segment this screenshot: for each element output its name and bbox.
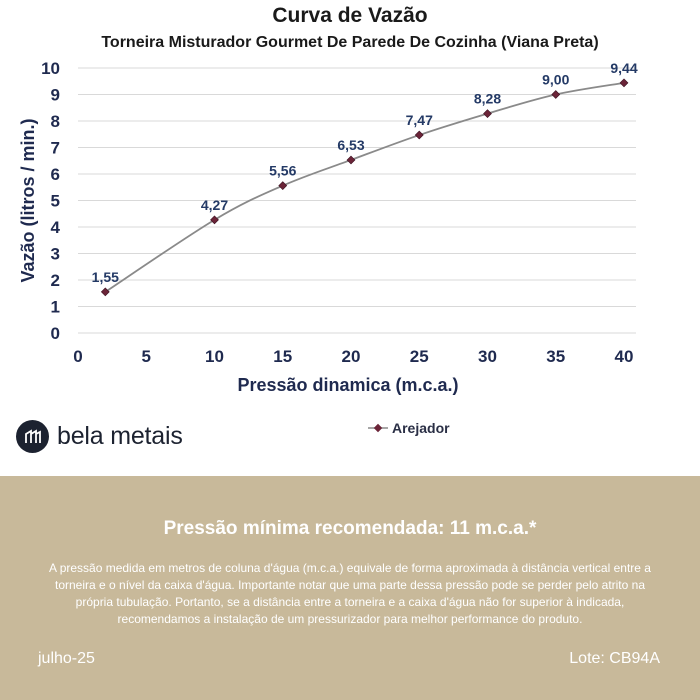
brand-logo: bela metais [16, 420, 183, 453]
data-point [483, 109, 492, 118]
min-pressure-heading: Pressão mínima recomendada: 11 m.c.a.* [163, 518, 537, 539]
y-tick-label: 3 [51, 245, 60, 264]
data-label: 1,55 [92, 269, 119, 285]
footer-date: julho-25 [38, 650, 95, 667]
bm-logo-icon [16, 420, 49, 453]
chart-area: Curva de Vazão Torneira Misturador Gourm… [16, 4, 638, 453]
y-tick-label: 5 [51, 192, 60, 211]
x-tick-label: 5 [142, 347, 151, 366]
chart-legend: Arejador [368, 418, 450, 438]
data-point [414, 130, 424, 140]
y-tick-label: 6 [51, 165, 60, 184]
x-tick-label: 40 [615, 347, 634, 366]
x-tick-label: 25 [410, 347, 429, 366]
chart-title: Curva de Vazão [272, 4, 428, 27]
pressure-explanation: A pressão medida em metros de coluna d'á… [49, 561, 651, 626]
y-tick-label: 10 [41, 59, 60, 78]
data-label: 6,53 [337, 137, 364, 153]
data-point [278, 181, 288, 191]
legend-label: Arejador [392, 420, 450, 436]
y-tick-label: 7 [51, 139, 60, 158]
x-tick-label: 30 [478, 347, 497, 366]
x-tick-label: 20 [342, 347, 361, 366]
data-label: 9,44 [610, 60, 637, 76]
data-point [100, 287, 110, 297]
x-tick-label: 35 [546, 347, 565, 366]
footer-lot: Lote: CB94A [569, 650, 660, 667]
flow-chart: 0 1 2 3 4 5 6 7 8 9 10 0 5 10 15 20 25 30 35 40 Pressão dina… [18, 59, 638, 395]
chart-subtitle: Torneira Misturador Gourmet De Parede De… [101, 34, 599, 51]
legend-marker-icon [368, 423, 388, 433]
info-panel: Pressão mínima recomendada: 11 m.c.a.* A… [0, 476, 700, 700]
y-tick-label: 2 [51, 271, 60, 290]
y-tick-label: 0 [51, 324, 60, 343]
x-tick-label: 0 [73, 347, 82, 366]
y-tick-label: 4 [51, 218, 61, 237]
data-point [619, 78, 629, 88]
brand-name: bela metais [57, 422, 183, 450]
y-tick-label: 9 [51, 86, 60, 105]
data-label: 5,56 [269, 163, 296, 179]
data-point [346, 155, 356, 165]
data-point [210, 215, 219, 225]
x-axis-label: Pressão dinamica (m.c.a.) [237, 375, 458, 395]
x-tick-label: 15 [273, 347, 292, 366]
data-label: 9,00 [542, 72, 569, 88]
data-label: 8,28 [474, 91, 501, 107]
data-label: 7,47 [406, 112, 433, 128]
y-axis-label: Vazão (litros / min.) [18, 118, 38, 282]
data-label: 4,27 [201, 197, 228, 213]
y-tick-label: 8 [51, 112, 60, 131]
x-tick-label: 10 [205, 347, 224, 366]
y-tick-label: 1 [51, 298, 60, 317]
data-point [551, 90, 561, 99]
series-line-arejador [104, 81, 625, 293]
